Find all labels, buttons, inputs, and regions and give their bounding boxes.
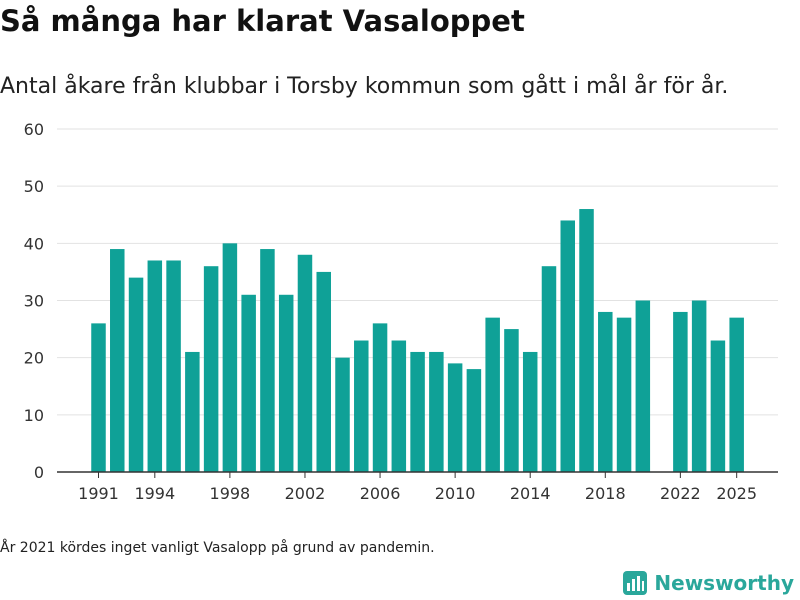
bar — [147, 260, 163, 472]
x-tick-label: 2025 — [716, 484, 757, 503]
bar — [128, 277, 144, 472]
bar — [391, 340, 407, 472]
bar — [335, 357, 350, 472]
y-tick-label: 30 — [24, 292, 44, 311]
x-tick-label: 2014 — [510, 484, 551, 503]
axes: 0 10 20 30 40 50 60 1991 1994 1998 2002 2006 2010 201… — [24, 120, 778, 503]
x-tick-label: 2006 — [360, 484, 401, 503]
footnote: År 2021 kördes inget vanligt Vasalopp på… — [0, 540, 435, 556]
bar — [410, 351, 425, 472]
x-tick-label: 1998 — [210, 484, 251, 503]
bar — [504, 329, 519, 472]
bar-chart-logo-icon — [623, 571, 648, 595]
bar — [297, 254, 313, 472]
bar — [598, 311, 613, 472]
bar — [372, 323, 388, 472]
bar — [635, 300, 651, 472]
bar — [91, 323, 106, 472]
bar — [447, 363, 463, 472]
bar — [166, 260, 181, 472]
x-tick-label: 2022 — [660, 484, 701, 503]
x-tick-label: 2018 — [585, 484, 626, 503]
bar — [541, 266, 557, 472]
bar — [466, 369, 482, 472]
chart-title: Så många har klarat Vasaloppet — [0, 4, 525, 38]
y-tick-label: 20 — [24, 349, 44, 368]
bar — [710, 340, 726, 472]
bar — [485, 317, 500, 472]
bars — [91, 209, 744, 472]
y-tick-label: 60 — [24, 120, 44, 139]
bar-chart: 0 10 20 30 40 50 60 1991 1994 1998 2002 2006 2010 201… — [24, 120, 778, 503]
chart-subtitle: Antal åkare från klubbar i Torsby kommun… — [0, 74, 729, 99]
bar — [260, 249, 275, 472]
bar — [616, 317, 632, 472]
bar — [185, 351, 200, 472]
x-tick-label: 1994 — [134, 484, 175, 503]
bar — [222, 243, 238, 472]
x-tick-label: 1991 — [78, 484, 119, 503]
bar — [560, 220, 575, 472]
bar — [522, 351, 538, 472]
bar — [316, 271, 331, 472]
bar — [203, 266, 219, 472]
bar — [691, 300, 707, 472]
brand-logo: Newsworthy — [622, 566, 794, 600]
x-tick-label: 2002 — [285, 484, 326, 503]
x-tick-label: 2010 — [435, 484, 476, 503]
bar — [110, 249, 125, 472]
y-tick-label: 50 — [24, 177, 44, 196]
bar — [241, 294, 256, 472]
brand-name: Newsworthy — [654, 571, 794, 595]
y-tick-label: 40 — [24, 234, 44, 253]
bar — [673, 311, 688, 472]
bar — [579, 209, 594, 472]
bar — [354, 340, 369, 472]
y-tick-label: 0 — [34, 463, 44, 482]
bar — [429, 351, 444, 472]
y-tick-label: 10 — [24, 406, 44, 425]
bar — [278, 294, 294, 472]
bar — [729, 317, 744, 472]
